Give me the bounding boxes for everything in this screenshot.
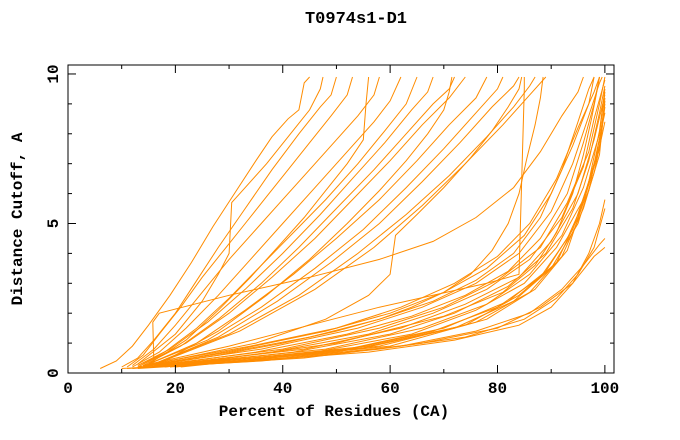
series-line <box>137 76 324 365</box>
series-line <box>164 76 453 362</box>
series-line <box>132 76 380 366</box>
series-line <box>132 238 606 369</box>
series-line <box>153 76 523 365</box>
series-line <box>143 76 544 368</box>
series-line <box>153 76 606 366</box>
series-line <box>164 106 606 368</box>
series-line <box>137 76 584 368</box>
chart-title: T0974s1-D1 <box>305 10 407 29</box>
series-line <box>148 76 603 366</box>
series-line <box>148 76 370 365</box>
x-axis-label: Percent of Residues (CA) <box>219 403 449 421</box>
series-line <box>175 112 606 366</box>
series-line <box>159 94 606 366</box>
series-line <box>148 76 488 365</box>
series-line <box>186 76 600 365</box>
series-line <box>153 76 536 365</box>
series-line <box>148 76 504 365</box>
series-line <box>143 77 525 366</box>
series-line <box>153 76 520 365</box>
series-line <box>132 76 402 368</box>
x-tick-label: 60 <box>381 380 400 398</box>
series-line <box>164 91 606 366</box>
x-tick-label: 80 <box>488 380 507 398</box>
y-tick-label: 5 <box>45 219 63 229</box>
series-line <box>121 76 337 368</box>
x-tick-label: 40 <box>273 380 292 398</box>
series-line <box>126 76 353 368</box>
y-tick-label: 10 <box>45 64 63 83</box>
series-line <box>159 85 606 368</box>
series-line <box>159 76 547 363</box>
y-tick-label: 0 <box>45 368 63 378</box>
series-line <box>99 76 310 369</box>
plot-border <box>67 64 615 374</box>
series-line <box>153 79 606 368</box>
series-line <box>142 76 466 365</box>
series-line <box>137 76 418 368</box>
series-line <box>180 100 606 368</box>
series-line <box>142 76 455 366</box>
series-line <box>148 76 600 368</box>
series-line <box>143 76 600 366</box>
series-line <box>143 76 595 368</box>
y-axis-label: Distance Cutoff, A <box>9 132 27 305</box>
x-tick-label: 100 <box>590 380 619 398</box>
series-line <box>121 199 606 369</box>
series-layer <box>99 76 606 369</box>
axes-layer: 0 20 40 60 80 100 0 5 10 <box>45 64 619 398</box>
x-tick-label: 0 <box>63 380 73 398</box>
series-line <box>186 97 606 366</box>
x-tick-label: 20 <box>166 380 185 398</box>
